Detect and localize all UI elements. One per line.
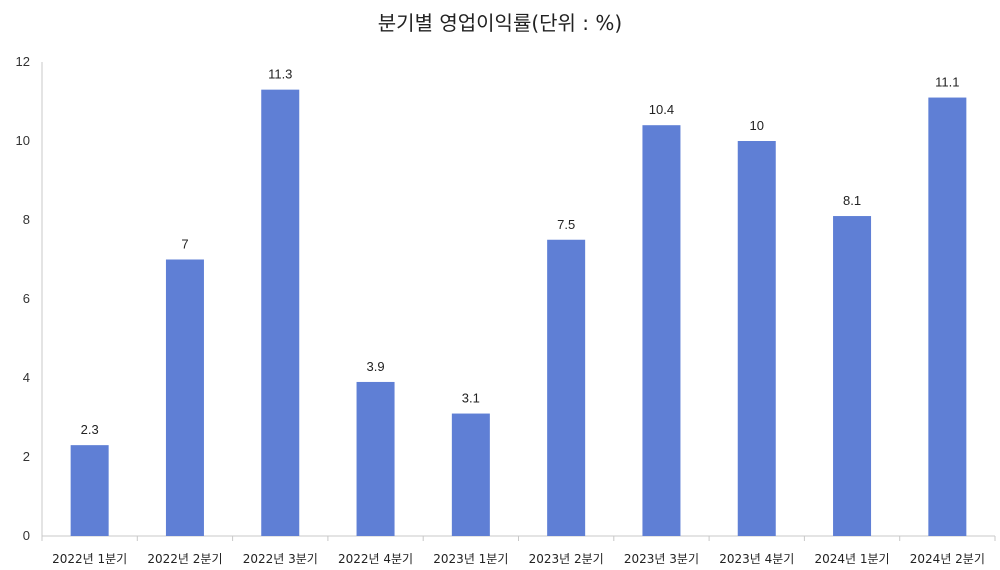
category-label: 2024년 2분기	[910, 552, 985, 566]
bars	[70, 89, 967, 537]
data-label: 11.3	[268, 67, 292, 82]
bar	[547, 239, 586, 536]
category-label: 2022년 4분기	[338, 552, 413, 566]
data-label: 7.5	[557, 217, 575, 232]
y-tick-label: 10	[16, 133, 30, 148]
data-labels: 2.3 7 11.3 3.9 3.1 7.5 10.4 10 8.1 11.1	[81, 67, 960, 437]
bar	[356, 381, 395, 536]
category-label: 2022년 1분기	[52, 552, 127, 566]
bar	[261, 89, 300, 537]
y-tick-label: 8	[23, 212, 30, 227]
y-tick-label: 12	[16, 54, 30, 69]
data-label: 8.1	[843, 193, 861, 208]
y-tick-label: 6	[23, 291, 30, 306]
category-label: 2022년 2분기	[147, 552, 222, 566]
chart-title: 분기별 영업이익률(단위 : %)	[378, 11, 622, 35]
bar	[451, 413, 490, 536]
data-label: 3.9	[367, 359, 385, 374]
data-label: 3.1	[462, 391, 480, 406]
data-label: 2.3	[81, 422, 99, 437]
bar	[70, 445, 109, 536]
y-tick-label: 4	[23, 370, 30, 385]
category-label: 2022년 3분기	[243, 552, 318, 566]
y-tick-label: 2	[23, 449, 30, 464]
bar	[165, 259, 204, 536]
category-labels: 2022년 1분기 2022년 2분기 2022년 3분기 2022년 4분기 2023…	[52, 552, 985, 566]
category-label: 2023년 4분기	[719, 552, 794, 566]
bar	[737, 141, 776, 536]
bar	[833, 216, 872, 537]
bar	[642, 125, 681, 536]
y-tick-label: 0	[23, 528, 30, 543]
category-label: 2024년 1분기	[814, 552, 889, 566]
category-label: 2023년 2분기	[529, 552, 604, 566]
bar	[928, 97, 967, 537]
data-label: 11.1	[935, 75, 959, 90]
category-label: 2023년 1분기	[433, 552, 508, 566]
data-label: 7	[181, 237, 188, 252]
data-label: 10	[750, 118, 764, 133]
category-label: 2023년 3분기	[624, 552, 699, 566]
data-label: 10.4	[649, 102, 674, 117]
